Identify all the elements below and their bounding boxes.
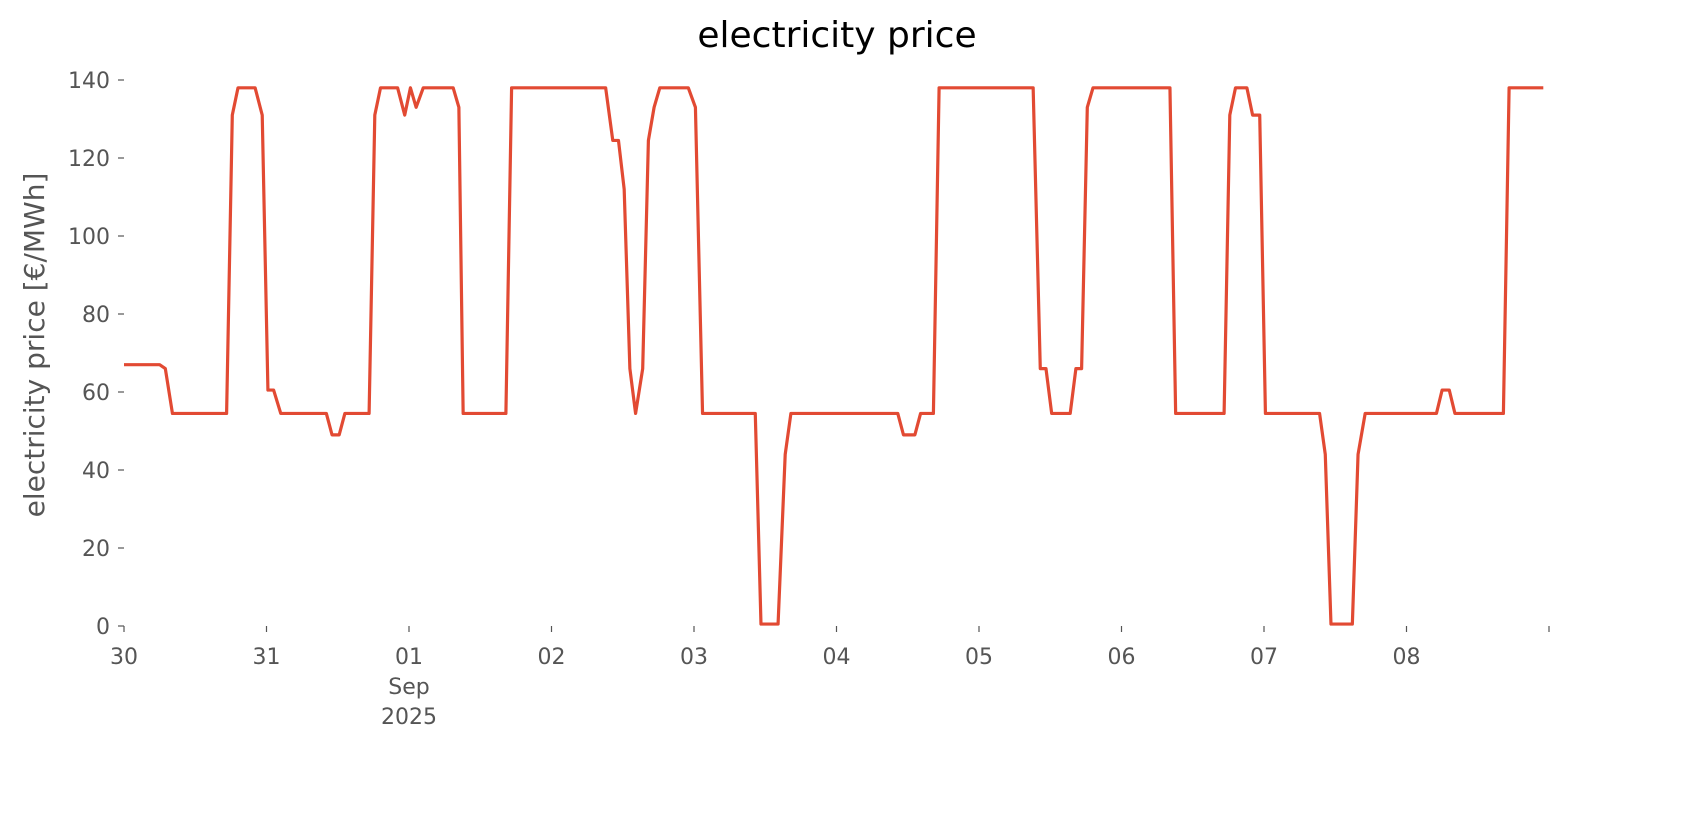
y-tick-label: 60 <box>82 381 110 406</box>
y-axis-label: electricity price [€/MWh] <box>18 173 51 518</box>
x-tick-label: 01 Sep 2025 <box>381 645 437 730</box>
y-tick-label: 0 <box>96 615 110 640</box>
x-tick-label: 07 <box>1250 645 1278 670</box>
y-tick-label: 80 <box>82 303 110 328</box>
y-tick-label: 20 <box>82 537 110 562</box>
x-tick-label: 08 <box>1393 645 1421 670</box>
x-tick-label: 05 <box>965 645 993 670</box>
y-tick-label: 120 <box>68 147 110 172</box>
y-tick-label: 140 <box>68 69 110 94</box>
x-tick-label: 03 <box>680 645 708 670</box>
x-tick-label: 06 <box>1108 645 1136 670</box>
y-tick-label: 40 <box>82 459 110 484</box>
x-tick-label: 02 <box>538 645 566 670</box>
x-tick-label: 31 <box>253 645 281 670</box>
y-tick-label: 100 <box>68 225 110 250</box>
price-line <box>124 86 1544 626</box>
chart-title: electricity price <box>697 15 976 56</box>
x-tick-label: 04 <box>823 645 851 670</box>
x-tick-label: 30 <box>110 645 138 670</box>
